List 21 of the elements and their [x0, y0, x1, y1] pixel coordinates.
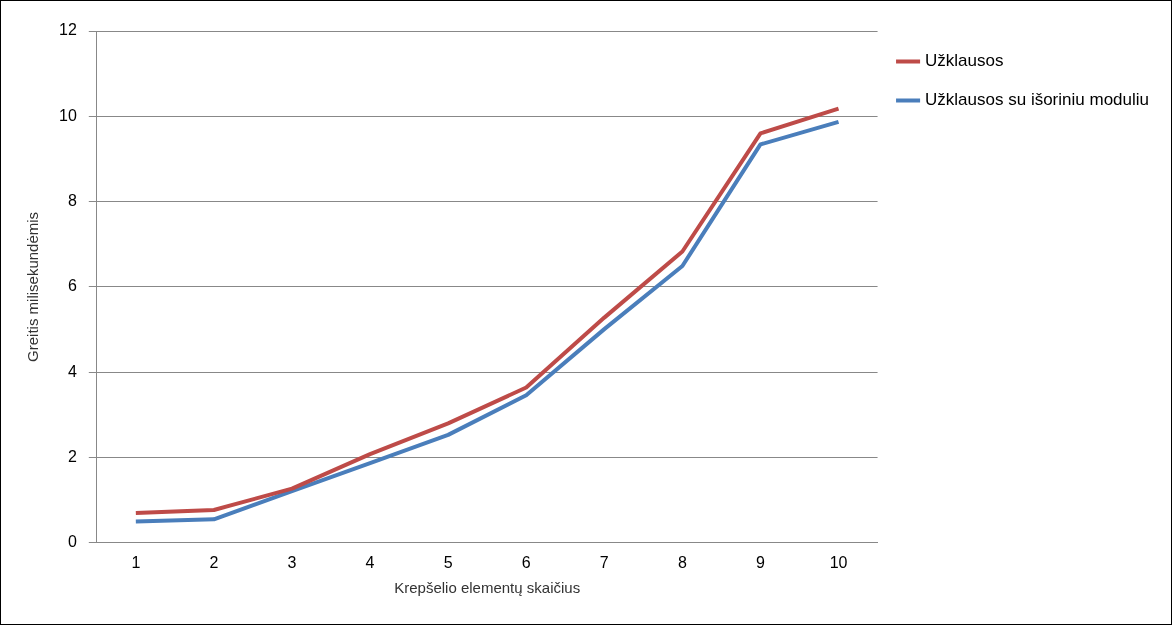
x-tick-label: 6 — [521, 553, 531, 571]
y-tick-label: 10 — [59, 106, 77, 124]
y-tick-label: 6 — [67, 277, 77, 295]
x-tick-label: 4 — [365, 553, 375, 571]
x-axis-title: Krepšelio elementų skaičius — [394, 579, 581, 597]
x-tick-label: 5 — [443, 553, 453, 571]
x-tick-label: 2 — [209, 553, 219, 571]
y-axis-title: Greitis milisekundėmis — [24, 211, 42, 362]
x-tick-label: 10 — [829, 553, 848, 571]
y-tick-label: 2 — [67, 447, 77, 465]
y-tick-label: 8 — [67, 192, 77, 210]
x-tick-label: 1 — [131, 553, 141, 571]
legend-label: Užklausos su išoriniu moduliu — [925, 90, 1150, 110]
x-tick-label: 9 — [756, 553, 765, 571]
x-tick-label: 3 — [287, 553, 297, 571]
y-tick-label: 12 — [59, 21, 77, 39]
legend-label: Užklausos — [925, 51, 1004, 71]
y-tick-label: 4 — [67, 362, 77, 380]
x-tick-label: 7 — [599, 553, 609, 571]
y-tick-label: 0 — [67, 533, 77, 551]
x-tick-label: 8 — [677, 553, 687, 571]
